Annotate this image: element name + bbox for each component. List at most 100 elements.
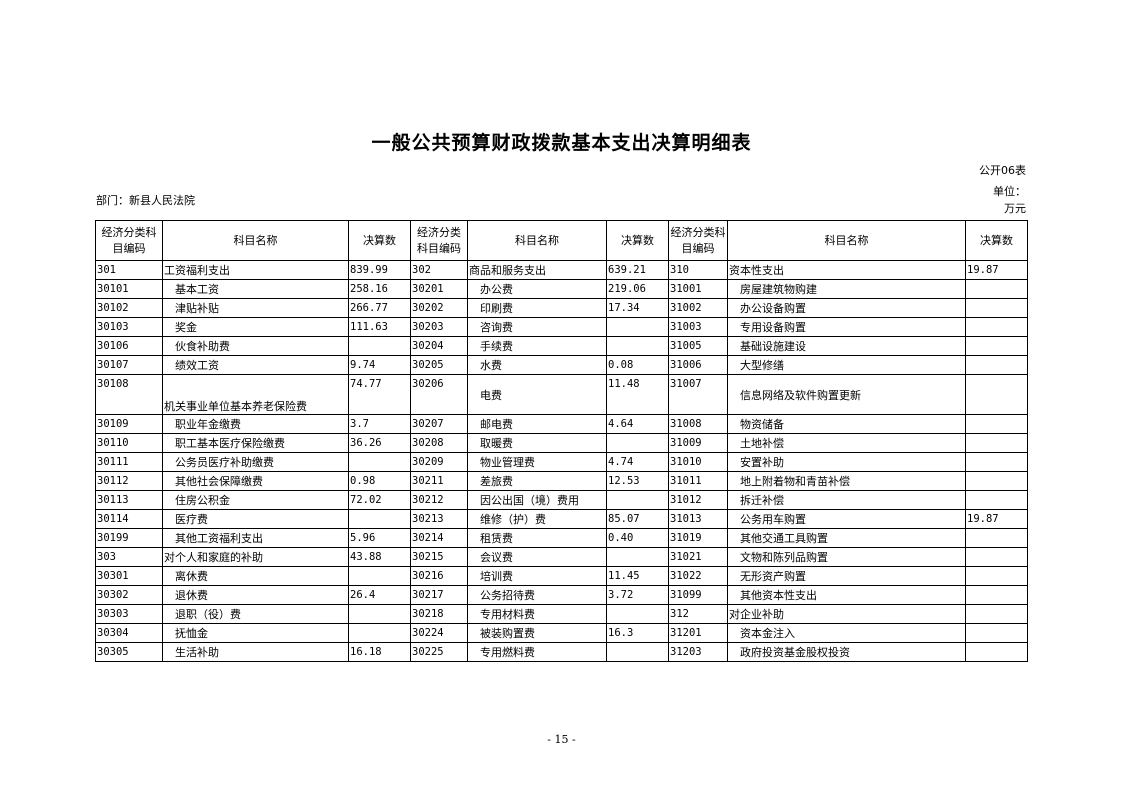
- code-cell: 30303: [95, 604, 163, 624]
- amount-cell: 0.40: [606, 528, 669, 548]
- name-cell: 政府投资基金股权投资: [727, 642, 966, 662]
- table-row: 303 对个人和家庭的补助 43.88 30215 会议费 31021 文物和陈列品购置: [95, 547, 1028, 567]
- code-cell: 30102: [95, 298, 163, 318]
- table-row: 30102 津贴补贴 266.77 30202 印刷费 17.34 31002 办公设备购置: [95, 298, 1028, 318]
- amount-cell: [606, 642, 669, 662]
- amount-cell: [606, 490, 669, 510]
- amount-cell: 258.16: [348, 279, 411, 299]
- code-cell: 301: [95, 260, 163, 280]
- amount-cell: [348, 452, 411, 472]
- name-cell: 办公费: [467, 279, 607, 299]
- code-cell: 303: [95, 547, 163, 567]
- name-cell: 职业年金缴费: [162, 414, 349, 434]
- code-cell: 31003: [668, 317, 728, 337]
- name-cell: 电费: [467, 374, 607, 415]
- table-row: 30301 离休费 30216 培训费 11.45 31022 无形资产购置: [95, 566, 1028, 586]
- code-cell: 30216: [410, 566, 468, 586]
- code-cell: 30225: [410, 642, 468, 662]
- code-cell: 31001: [668, 279, 728, 299]
- code-cell: 31201: [668, 623, 728, 643]
- code-cell: 30205: [410, 355, 468, 375]
- amount-cell: 111.63: [348, 317, 411, 337]
- amount-cell: 3.7: [348, 414, 411, 434]
- amount-cell: [606, 547, 669, 567]
- amount-cell: [965, 585, 1028, 605]
- name-cell: 办公设备购置: [727, 298, 966, 318]
- code-cell: 30218: [410, 604, 468, 624]
- name-cell: 退职（役）费: [162, 604, 349, 624]
- table-row: 30103 奖金 111.63 30203 咨询费 31003 专用设备购置: [95, 317, 1028, 337]
- page-title: 一般公共预算财政拨款基本支出决算明细表: [371, 132, 752, 154]
- table-row: 30112 其他社会保障缴费 0.98 30211 差旅费 12.53 31011 地上附着物…: [95, 471, 1028, 491]
- amount-cell: 36.26: [348, 433, 411, 453]
- code-cell: 30103: [95, 317, 163, 337]
- code-cell: 31011: [668, 471, 728, 491]
- department-label: 部门：新县人民法院: [96, 194, 195, 207]
- code-cell: 30106: [95, 336, 163, 356]
- name-cell: 生活补助: [162, 642, 349, 662]
- amount-cell: [965, 604, 1028, 624]
- amount-cell: [348, 336, 411, 356]
- amount-cell: 3.72: [606, 585, 669, 605]
- amount-cell: 5.96: [348, 528, 411, 548]
- code-cell: 31203: [668, 642, 728, 662]
- code-cell: 310: [668, 260, 728, 280]
- amount-cell: [965, 547, 1028, 567]
- header-name: 科目名称: [162, 220, 349, 261]
- amount-cell: [965, 374, 1028, 415]
- name-cell: 医疗费: [162, 509, 349, 529]
- name-cell: 资本金注入: [727, 623, 966, 643]
- name-cell: 公务员医疗补助缴费: [162, 452, 349, 472]
- name-cell: 对个人和家庭的补助: [162, 547, 349, 567]
- code-cell: 30209: [410, 452, 468, 472]
- name-cell: 工资福利支出: [162, 260, 349, 280]
- code-cell: 30108: [95, 374, 163, 415]
- amount-cell: [965, 355, 1028, 375]
- amount-cell: 19.87: [965, 509, 1028, 529]
- amount-cell: 12.53: [606, 471, 669, 491]
- amount-cell: 4.74: [606, 452, 669, 472]
- header-code: 经济分类科目编码: [410, 220, 468, 261]
- code-cell: 30208: [410, 433, 468, 453]
- table-row: 30304 抚恤金 30224 被装购置费 16.3 31201 资本金注入: [95, 623, 1028, 643]
- amount-cell: [348, 509, 411, 529]
- code-cell: 31012: [668, 490, 728, 510]
- name-cell: 离休费: [162, 566, 349, 586]
- amount-cell: [965, 566, 1028, 586]
- name-cell: 维修（护）费: [467, 509, 607, 529]
- code-cell: 30202: [410, 298, 468, 318]
- name-cell: 物业管理费: [467, 452, 607, 472]
- code-cell: 30111: [95, 452, 163, 472]
- name-cell: 退休费: [162, 585, 349, 605]
- code-cell: 30107: [95, 355, 163, 375]
- amount-cell: [965, 336, 1028, 356]
- code-cell: 30217: [410, 585, 468, 605]
- name-cell: 基础设施建设: [727, 336, 966, 356]
- code-cell: 30113: [95, 490, 163, 510]
- amount-cell: 16.18: [348, 642, 411, 662]
- name-cell: 公务用车购置: [727, 509, 966, 529]
- name-cell: 大型修缮: [727, 355, 966, 375]
- table-number: 公开06表: [979, 164, 1026, 177]
- code-cell: 30204: [410, 336, 468, 356]
- table-row: 30303 退职（役）费 30218 专用材料费 312 对企业补助: [95, 604, 1028, 624]
- code-cell: 30101: [95, 279, 163, 299]
- header-amount: 决算数: [965, 220, 1028, 261]
- code-cell: 30109: [95, 414, 163, 434]
- name-cell: 咨询费: [467, 317, 607, 337]
- amount-cell: [348, 623, 411, 643]
- code-cell: 30224: [410, 623, 468, 643]
- name-cell: 其他工资福利支出: [162, 528, 349, 548]
- name-cell: 对企业补助: [727, 604, 966, 624]
- name-cell: 会议费: [467, 547, 607, 567]
- amount-cell: [348, 604, 411, 624]
- name-cell: 奖金: [162, 317, 349, 337]
- amount-cell: [965, 317, 1028, 337]
- code-cell: 30215: [410, 547, 468, 567]
- name-cell: 无形资产购置: [727, 566, 966, 586]
- amount-cell: [965, 490, 1028, 510]
- amount-cell: 74.77: [348, 374, 411, 415]
- code-cell: 30212: [410, 490, 468, 510]
- amount-cell: 16.3: [606, 623, 669, 643]
